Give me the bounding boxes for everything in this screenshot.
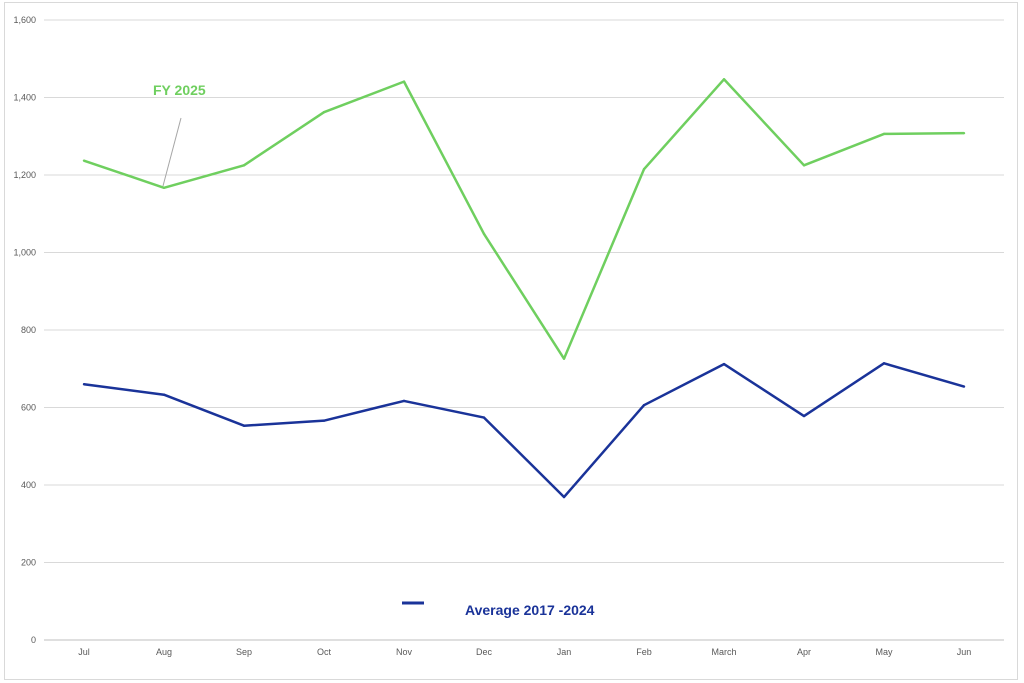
data-point (82, 159, 86, 162)
y-tick-label: 0 (31, 635, 36, 645)
series-lines (82, 78, 966, 499)
chart-frame (4, 2, 1018, 680)
data-point (402, 80, 406, 83)
data-point (482, 232, 486, 236)
x-tick-label: Jun (957, 647, 972, 657)
x-tick-label: Jan (557, 647, 572, 657)
data-point (322, 111, 326, 114)
data-point (322, 419, 326, 422)
x-tick-label: Jul (78, 647, 90, 657)
data-point (242, 424, 246, 427)
y-tick-label: 1,600 (13, 15, 36, 25)
data-point (242, 164, 246, 167)
data-point (162, 186, 166, 189)
data-point (402, 399, 406, 403)
data-point (562, 357, 566, 360)
data-point (802, 414, 806, 418)
y-tick-label: 1,200 (13, 170, 36, 180)
data-point (722, 362, 726, 366)
y-tick-label: 600 (21, 403, 36, 413)
data-point (562, 495, 566, 499)
average-legend-label: Average 2017 -2024 (465, 602, 595, 618)
data-point (642, 167, 646, 171)
data-point (962, 131, 966, 135)
data-point (802, 164, 806, 167)
data-point (882, 132, 886, 136)
fy-2025-label-leader (162, 117, 182, 187)
data-point (962, 385, 966, 388)
series-line (83, 78, 965, 360)
series-line (83, 362, 965, 499)
data-point (722, 78, 726, 81)
x-tick-label: Oct (317, 647, 332, 657)
data-point (162, 393, 166, 396)
x-tick-label: Dec (476, 647, 493, 657)
y-axis-ticks: 0 200 400 600 800 1,000 1,200 1,400 1,600 (13, 15, 36, 645)
data-point (482, 416, 486, 419)
x-axis-ticks: Jul Aug Sep Oct Nov Dec Jan Feb March Apr May Jun (78, 647, 971, 657)
y-tick-label: 1,000 (13, 248, 36, 258)
x-tick-label: Apr (797, 647, 811, 657)
x-tick-label: May (875, 647, 893, 657)
x-tick-label: Aug (156, 647, 172, 657)
x-tick-label: March (711, 647, 736, 657)
fy-2025-label: FY 2025 (153, 82, 206, 98)
x-tick-label: Nov (396, 647, 413, 657)
y-tick-label: 800 (21, 325, 36, 335)
gridlines (44, 19, 1004, 641)
data-point (82, 383, 86, 386)
data-point (882, 362, 886, 365)
y-tick-label: 400 (21, 480, 36, 490)
x-tick-label: Feb (636, 647, 652, 657)
y-tick-label: 200 (21, 558, 36, 568)
y-tick-label: 1,400 (13, 93, 36, 103)
data-point (642, 403, 646, 407)
x-tick-label: Sep (236, 647, 252, 657)
